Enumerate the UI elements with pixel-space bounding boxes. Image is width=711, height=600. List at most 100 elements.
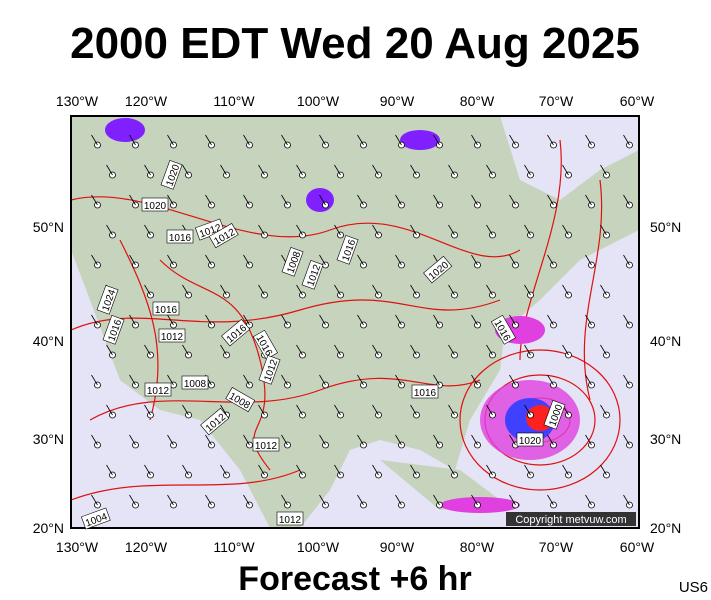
wind-barb bbox=[433, 494, 440, 506]
copyright-box bbox=[506, 512, 636, 526]
wind-barb bbox=[106, 404, 113, 416]
latitude-label: 50°N bbox=[650, 219, 681, 235]
isobar-label-box bbox=[166, 229, 194, 244]
wind-barb bbox=[395, 494, 402, 506]
map-title: 2000 EDT Wed 20 Aug 2025 bbox=[70, 19, 640, 68]
wind-barb bbox=[106, 344, 113, 356]
wind-barb bbox=[600, 344, 607, 356]
wind-barb bbox=[281, 134, 288, 146]
wind-barb bbox=[585, 254, 592, 266]
wind-barb bbox=[585, 374, 592, 386]
wind-barb bbox=[509, 314, 516, 326]
wind-barb bbox=[600, 464, 607, 476]
wind-barb bbox=[205, 494, 212, 506]
wind-barb bbox=[144, 344, 151, 356]
longitude-label: 60°W bbox=[620, 93, 655, 109]
wind-barb bbox=[334, 344, 341, 356]
isobar-label-box bbox=[281, 247, 304, 277]
wind-barb bbox=[486, 404, 493, 416]
wind-barb bbox=[144, 404, 151, 416]
wind-barb bbox=[486, 344, 493, 356]
longitude-label: 120°W bbox=[125, 539, 168, 555]
wind-barb bbox=[319, 494, 326, 506]
isobar-label: 1012 bbox=[276, 511, 304, 526]
isobar-label: 1012 bbox=[252, 437, 280, 452]
isobar-label-box bbox=[181, 375, 209, 390]
copyright: Copyright metvuw.com bbox=[515, 514, 626, 526]
wind-barb bbox=[357, 194, 364, 206]
longitude-label: 90°W bbox=[380, 539, 415, 555]
wind-barb bbox=[585, 134, 592, 146]
wind-barb bbox=[243, 254, 250, 266]
longitude-label: 130°W bbox=[56, 539, 99, 555]
wind-barb bbox=[205, 254, 212, 266]
wind-barb bbox=[372, 164, 379, 176]
isobar-label-box bbox=[144, 382, 172, 397]
wind-barb bbox=[562, 224, 569, 236]
wind-barb bbox=[357, 314, 364, 326]
longitude-label: 60°W bbox=[620, 539, 655, 555]
wind-barb bbox=[319, 194, 326, 206]
wind-barb bbox=[509, 494, 516, 506]
wind-barb bbox=[319, 254, 326, 266]
wind-barb bbox=[433, 314, 440, 326]
wind-barb bbox=[357, 374, 364, 386]
isobar-label: 1012 bbox=[258, 355, 281, 385]
isobar-label-box bbox=[490, 314, 516, 345]
wind-barb bbox=[395, 134, 402, 146]
wind-barb bbox=[433, 434, 440, 446]
wind-barb bbox=[296, 224, 303, 236]
wind-barb bbox=[243, 314, 250, 326]
wind-barb bbox=[220, 344, 227, 356]
wind-barb bbox=[243, 374, 250, 386]
precipitation bbox=[105, 118, 580, 513]
isobar-label-box bbox=[252, 329, 278, 360]
wind-barb bbox=[524, 344, 531, 356]
wind-barb bbox=[319, 374, 326, 386]
isobar-label: 1016 bbox=[411, 384, 439, 399]
wind-barb bbox=[167, 254, 174, 266]
wind-barb bbox=[106, 224, 113, 236]
wind-barb bbox=[509, 134, 516, 146]
wind-barb bbox=[319, 434, 326, 446]
wind-barb bbox=[524, 164, 531, 176]
wind-barb bbox=[623, 434, 630, 446]
longitude-label: 110°W bbox=[213, 539, 255, 555]
wind-barb bbox=[144, 284, 151, 296]
station bbox=[642, 232, 648, 238]
wind-barb bbox=[144, 224, 151, 236]
longitude-label: 90°W bbox=[380, 93, 415, 109]
isobar-label: 1016 bbox=[152, 301, 180, 316]
wind-barb bbox=[205, 134, 212, 146]
longitude-label: 70°W bbox=[539, 93, 574, 109]
wind-barb bbox=[395, 254, 402, 266]
wind-barb bbox=[129, 134, 136, 146]
wind-barb bbox=[167, 134, 174, 146]
wind-barb bbox=[547, 434, 554, 446]
isobar-label-box bbox=[200, 407, 230, 436]
wind-barb bbox=[395, 434, 402, 446]
wind-barb bbox=[524, 224, 531, 236]
isobar-label-box bbox=[141, 197, 169, 212]
wind-barb bbox=[547, 494, 554, 506]
isobar-label: 1020 bbox=[516, 432, 544, 447]
isobar-label-box bbox=[516, 432, 544, 447]
wind-barb bbox=[129, 254, 136, 266]
isobar-label-text: 1012 bbox=[147, 386, 170, 397]
isobar-label-box bbox=[221, 318, 251, 347]
wind-barb bbox=[129, 314, 136, 326]
isobar-label-text: 1012 bbox=[279, 515, 302, 526]
wind-barb bbox=[205, 434, 212, 446]
wind-barb bbox=[524, 284, 531, 296]
wind-barb bbox=[600, 224, 607, 236]
wind-barb bbox=[296, 164, 303, 176]
isobar-label-box bbox=[411, 384, 439, 399]
isobar-label-box bbox=[96, 285, 119, 315]
wind-barb bbox=[296, 404, 303, 416]
wind-barb bbox=[623, 374, 630, 386]
isobar-label-text: 1012 bbox=[161, 332, 184, 343]
wind-barb bbox=[623, 254, 630, 266]
station bbox=[642, 352, 648, 358]
wind-barb bbox=[623, 134, 630, 146]
wind-barb bbox=[182, 344, 189, 356]
